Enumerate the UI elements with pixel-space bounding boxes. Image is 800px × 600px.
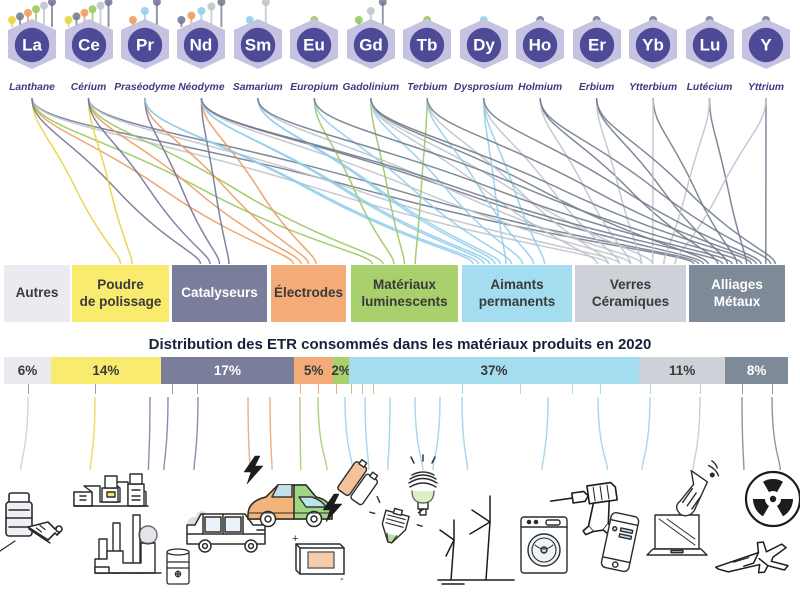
svg-text:-: - — [340, 573, 344, 585]
svg-text:+: + — [292, 533, 298, 545]
